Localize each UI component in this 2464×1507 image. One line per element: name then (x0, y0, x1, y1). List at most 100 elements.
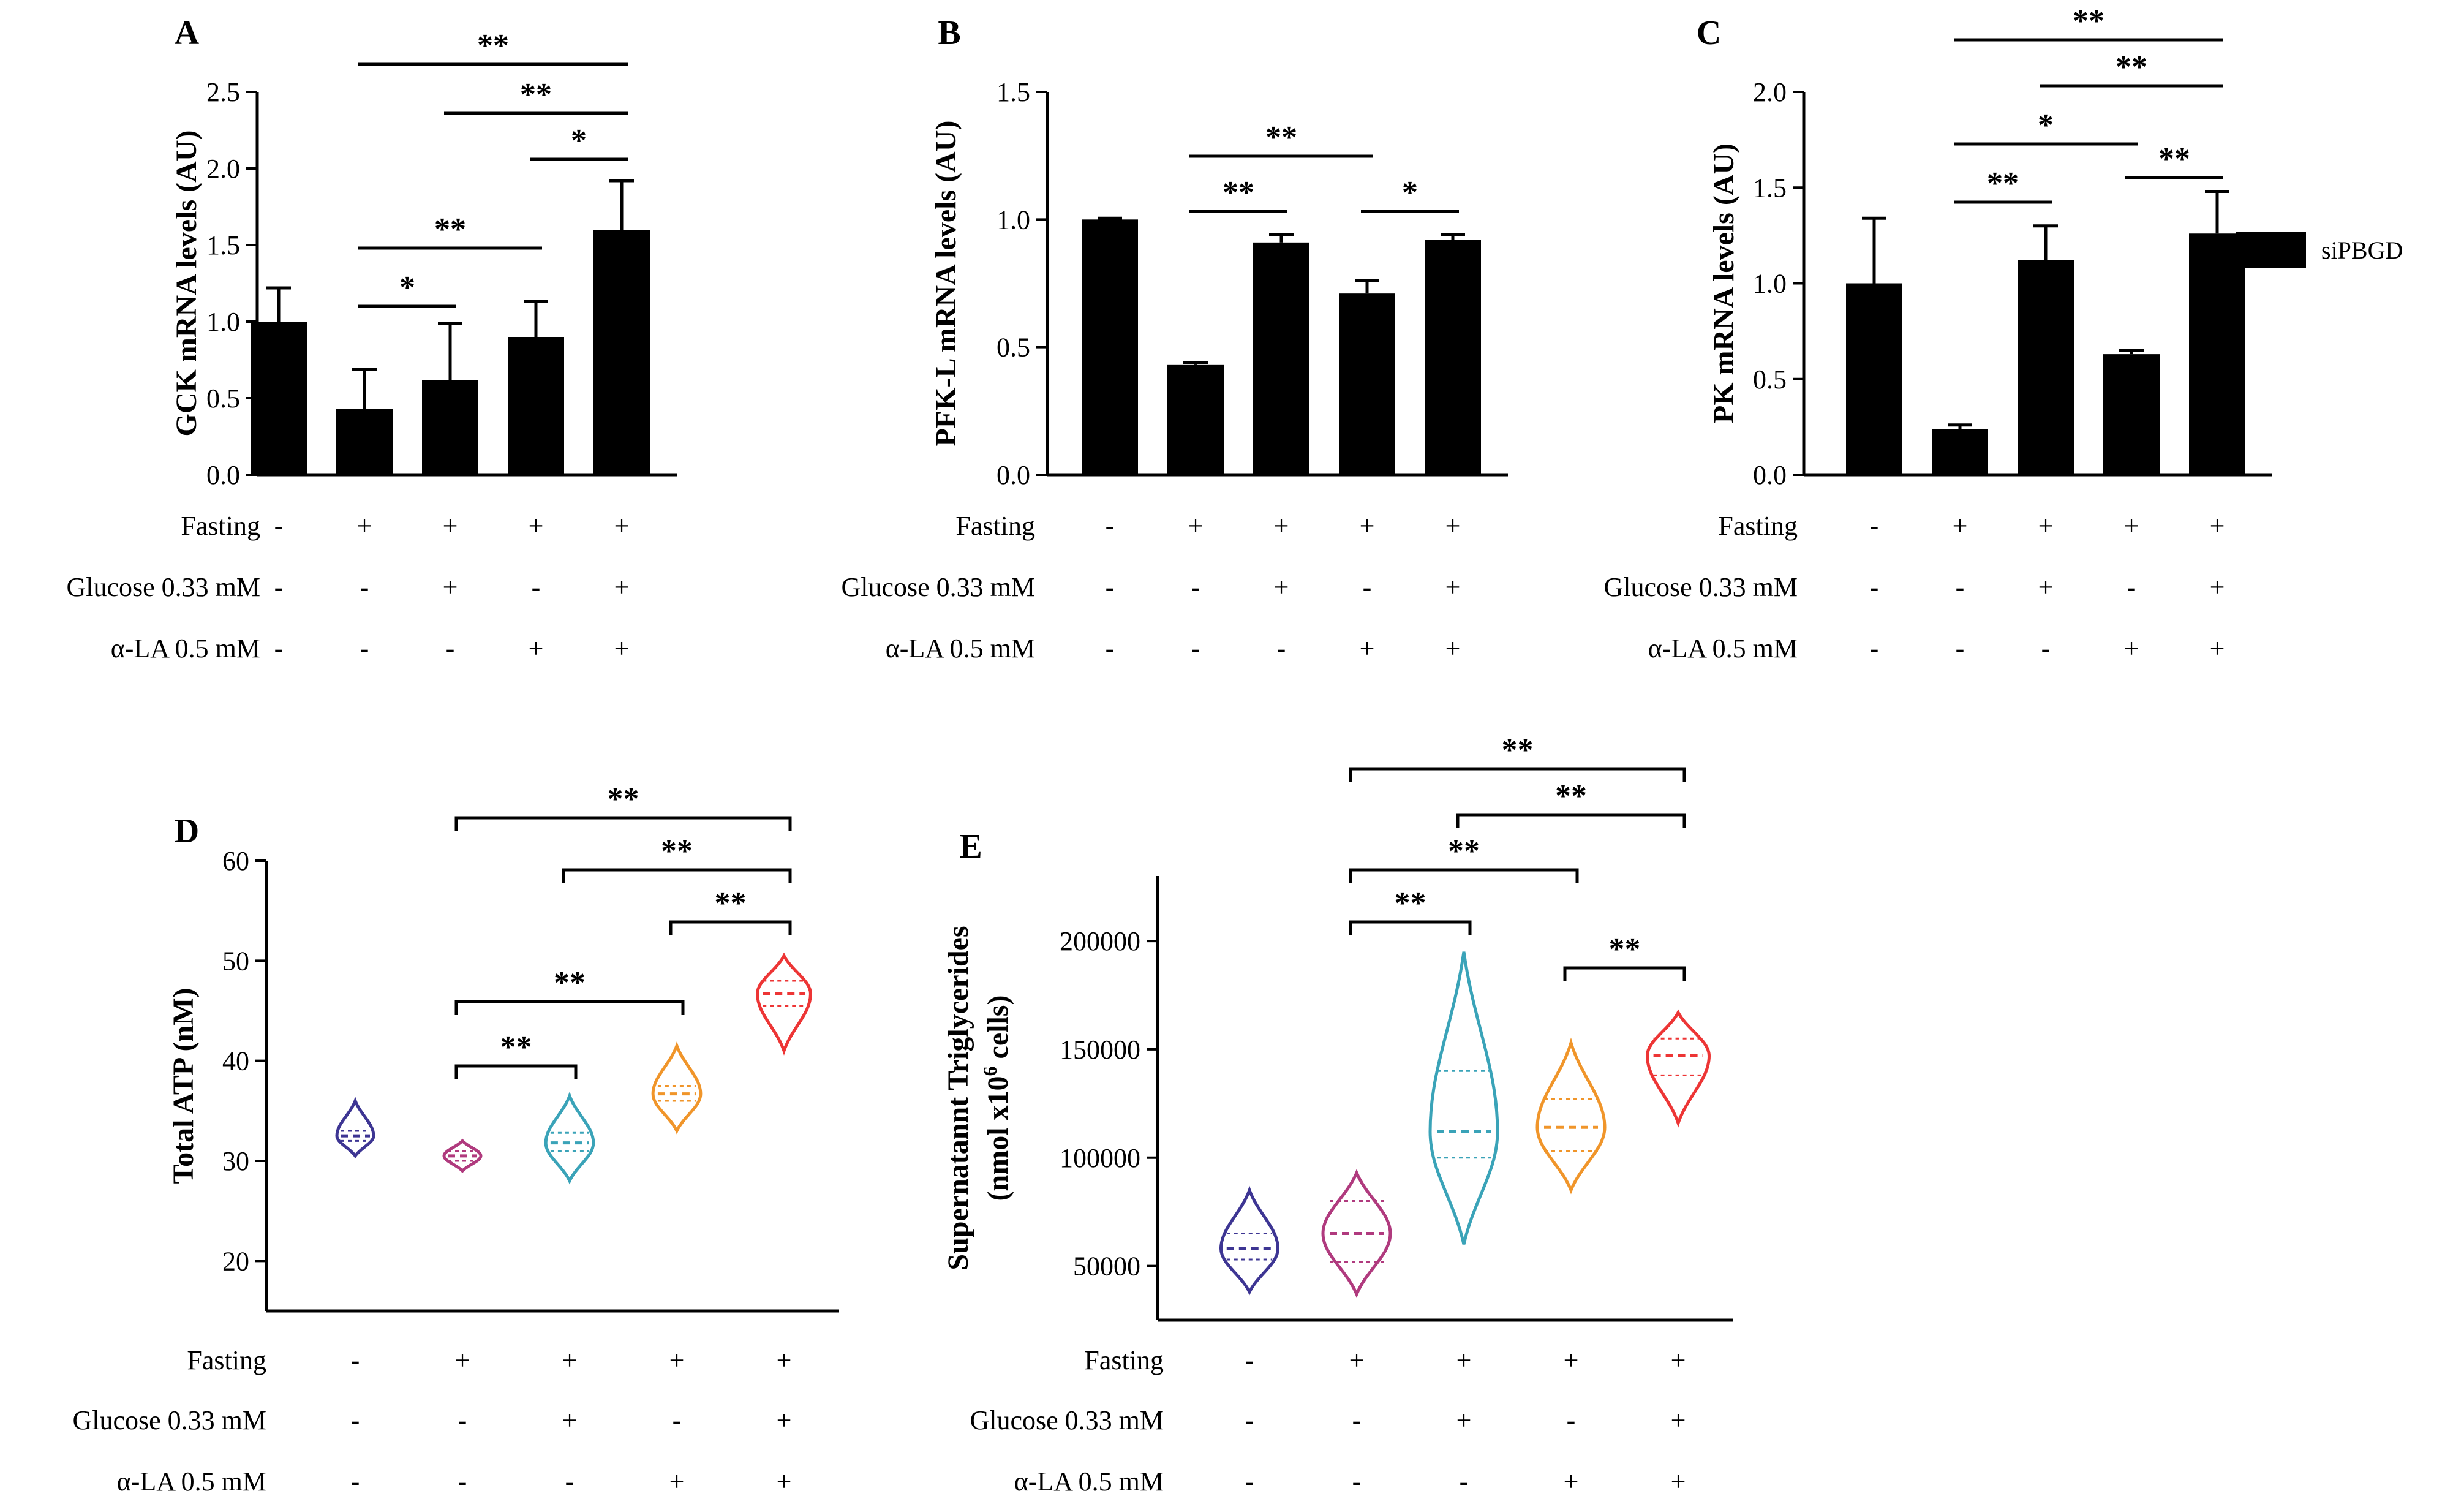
y-tick-label: 1.5 (1753, 173, 1787, 203)
condition-symbol: - (1870, 633, 1879, 663)
y-axis-label: GCK mRNA levels (AU) (170, 130, 203, 437)
y-axis-label-units-sup: 6 (979, 1066, 1001, 1076)
bar (593, 230, 650, 475)
condition-row-label: α-LA 0.5 mM (886, 633, 1035, 663)
condition-symbol: - (1191, 572, 1200, 602)
condition-symbol: + (1274, 572, 1289, 602)
panel-label: B (938, 14, 960, 52)
significance-label: ** (1502, 733, 1534, 768)
condition-symbol: + (443, 511, 458, 541)
condition-row-label: α-LA 0.5 mM (1014, 1467, 1164, 1497)
bar (1846, 283, 1902, 475)
panel-label: E (959, 828, 982, 866)
condition-symbol: + (1445, 572, 1461, 602)
significance-label: ** (1555, 779, 1587, 814)
significance-label: ** (1448, 834, 1480, 869)
condition-symbol: + (1671, 1405, 1686, 1435)
bar (2189, 233, 2245, 475)
condition-symbol: + (2038, 572, 2054, 602)
y-tick-label: 1.5 (206, 230, 240, 260)
condition-symbol: - (1106, 511, 1115, 541)
condition-symbol: - (1956, 572, 1965, 602)
y-tick-label: 60 (222, 846, 249, 876)
bar (1082, 219, 1138, 475)
y-tick-label: 2.0 (206, 154, 240, 184)
y-tick-label: 30 (222, 1146, 249, 1176)
significance-bracket (454, 1000, 685, 1015)
violin (335, 1097, 375, 1159)
bar (1339, 293, 1395, 475)
y-tick-label: 0.5 (1753, 364, 1787, 395)
violin (1321, 1169, 1392, 1299)
y-tick-label: 20 (222, 1246, 249, 1276)
y-tick-label: 1.0 (206, 307, 240, 337)
bar (251, 322, 307, 475)
condition-symbol: - (1567, 1405, 1576, 1435)
condition-symbol: + (614, 633, 630, 663)
condition-symbol: - (1191, 633, 1200, 663)
significance-bracket (669, 920, 792, 935)
y-axis-label: PFK-L mRNA levels (AU) (930, 121, 962, 447)
panel-label: D (175, 812, 199, 850)
y-tick-label: 0.5 (997, 333, 1030, 363)
condition-symbol: - (1352, 1467, 1362, 1497)
condition-symbol: + (2210, 511, 2225, 541)
condition-row-label: Fasting (187, 1345, 266, 1375)
condition-row-label: Glucose 0.33 mM (970, 1405, 1164, 1435)
significance-label: ** (715, 886, 747, 921)
panel-c: CPK mRNA levels (AU)0.00.51.01.52.0*****… (1603, 4, 2272, 663)
bar (2103, 354, 2160, 475)
condition-symbol: + (1445, 633, 1461, 663)
y-axis-label: Total ATP (nM) (167, 988, 200, 1184)
significance-label: ** (500, 1030, 532, 1065)
y-tick-label: 1.0 (997, 205, 1030, 235)
condition-symbol: - (274, 572, 284, 602)
legend-label: siPBGD (2321, 236, 2403, 264)
panel-label: A (175, 14, 200, 52)
panel-e: E Supernatannt Triglycerides (nmol x106 ce… (942, 733, 1733, 1497)
y-axis-label-units: (nmol x106 cells) (979, 995, 1014, 1201)
significance-bracket (1349, 767, 1686, 782)
violin (1645, 1009, 1711, 1128)
condition-symbol: - (458, 1405, 467, 1435)
condition-symbol: + (529, 511, 544, 541)
bar (1425, 240, 1481, 475)
condition-symbol: - (351, 1405, 360, 1435)
condition-symbol: - (1870, 511, 1879, 541)
significance-label: ** (477, 28, 509, 63)
y-tick-label: 100000 (1060, 1143, 1140, 1173)
condition-symbol: + (1445, 511, 1461, 541)
condition-symbol: - (351, 1467, 360, 1497)
violin (651, 1041, 703, 1135)
y-axis-label: PK mRNA levels (AU) (1708, 143, 1740, 423)
significance-label: ** (661, 834, 693, 869)
y-tick-label: 1.5 (997, 77, 1030, 107)
condition-symbol: - (565, 1467, 575, 1497)
condition-row-label: Glucose 0.33 mM (66, 572, 260, 602)
condition-symbol: + (562, 1345, 578, 1375)
condition-symbol: - (458, 1467, 467, 1497)
condition-symbol: - (1363, 572, 1372, 602)
condition-symbol: + (2038, 511, 2054, 541)
condition-row-label: Glucose 0.33 mM (72, 1405, 266, 1435)
bar (1167, 364, 1224, 475)
significance-label: ** (1609, 932, 1641, 967)
y-tick-label: 150000 (1060, 1035, 1140, 1065)
condition-symbol: - (274, 633, 284, 663)
condition-symbol: + (562, 1405, 578, 1435)
y-axis-label-units-text: (nmol x10 (982, 1076, 1014, 1201)
significance-label: ** (1265, 120, 1297, 155)
condition-symbol: + (2124, 633, 2139, 663)
condition-symbol: + (777, 1345, 792, 1375)
condition-symbol: + (669, 1467, 685, 1497)
violin (442, 1138, 483, 1174)
significance-label: ** (434, 212, 466, 247)
condition-symbol: - (1870, 572, 1879, 602)
condition-symbol: - (360, 633, 369, 663)
condition-row-label: α-LA 0.5 mM (111, 633, 260, 663)
condition-symbol: - (1352, 1405, 1362, 1435)
y-tick-label: 50 (222, 946, 249, 976)
condition-row-label: α-LA 0.5 mM (117, 1467, 266, 1497)
condition-symbol: + (614, 572, 630, 602)
